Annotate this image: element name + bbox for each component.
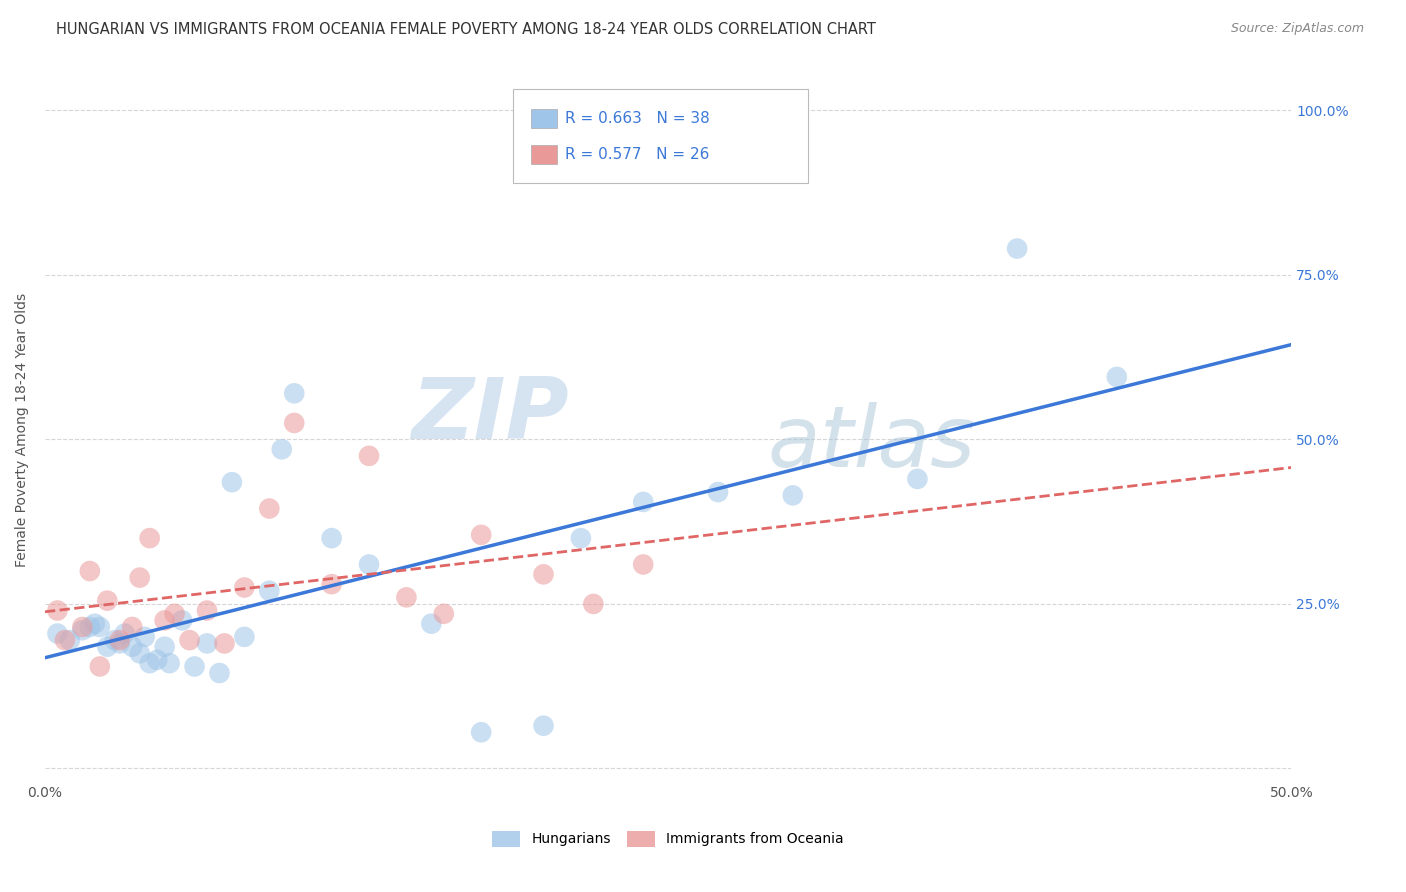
Point [153, 640, 176, 654]
Point [146, 653, 169, 667]
Point [108, 633, 131, 648]
Point [582, 597, 605, 611]
Point [195, 636, 218, 650]
Point [183, 659, 205, 673]
Point [104, 633, 127, 648]
Point [214, 636, 236, 650]
Text: R = 0.577   N = 26: R = 0.577 N = 26 [565, 147, 710, 161]
Point [533, 719, 555, 733]
Text: HUNGARIAN VS IMMIGRANTS FROM OCEANIA FEMALE POVERTY AMONG 18-24 YEAR OLDS CORREL: HUNGARIAN VS IMMIGRANTS FROM OCEANIA FEM… [56, 22, 876, 37]
Text: R = 0.663   N = 38: R = 0.663 N = 38 [565, 112, 710, 126]
Legend: Hungarians, Immigrants from Oceania: Hungarians, Immigrants from Oceania [486, 825, 849, 852]
Point [270, 442, 292, 457]
Point [96, 640, 118, 654]
Point [569, 531, 592, 545]
Point [707, 485, 730, 500]
Point [470, 528, 492, 542]
Point [259, 583, 281, 598]
Point [83, 616, 105, 631]
Point [208, 666, 231, 681]
Point [357, 449, 380, 463]
Point [79, 620, 101, 634]
Point [283, 386, 305, 401]
Point [1105, 370, 1128, 384]
Point [233, 581, 256, 595]
Point [108, 636, 131, 650]
Point [195, 603, 218, 617]
Point [46, 626, 69, 640]
Point [138, 656, 160, 670]
Point [159, 656, 181, 670]
Point [321, 577, 343, 591]
Point [233, 630, 256, 644]
Point [321, 531, 343, 545]
Point [259, 501, 281, 516]
Point [59, 633, 82, 648]
Point [420, 616, 443, 631]
Point [128, 571, 150, 585]
Point [907, 472, 929, 486]
Point [134, 630, 156, 644]
Point [533, 567, 555, 582]
Point [179, 633, 201, 648]
Point [128, 646, 150, 660]
Point [121, 640, 143, 654]
Y-axis label: Female Poverty Among 18-24 Year Olds: Female Poverty Among 18-24 Year Olds [15, 293, 30, 566]
Text: atlas: atlas [768, 402, 976, 485]
Point [283, 416, 305, 430]
Point [631, 495, 654, 509]
Text: ZIP: ZIP [411, 374, 568, 457]
Point [631, 558, 654, 572]
Point [72, 620, 94, 634]
Point [163, 607, 186, 621]
Point [395, 591, 418, 605]
Point [72, 624, 94, 638]
Point [89, 659, 111, 673]
Point [1005, 242, 1028, 256]
Point [170, 614, 193, 628]
Point [53, 633, 76, 648]
Point [46, 603, 69, 617]
Point [153, 614, 176, 628]
Point [470, 725, 492, 739]
Point [121, 620, 143, 634]
Point [433, 607, 456, 621]
Point [114, 626, 136, 640]
Point [357, 558, 380, 572]
Point [138, 531, 160, 545]
Point [79, 564, 101, 578]
Point [89, 620, 111, 634]
Text: Source: ZipAtlas.com: Source: ZipAtlas.com [1230, 22, 1364, 36]
Point [221, 475, 243, 490]
Point [782, 488, 804, 502]
Point [96, 593, 118, 607]
